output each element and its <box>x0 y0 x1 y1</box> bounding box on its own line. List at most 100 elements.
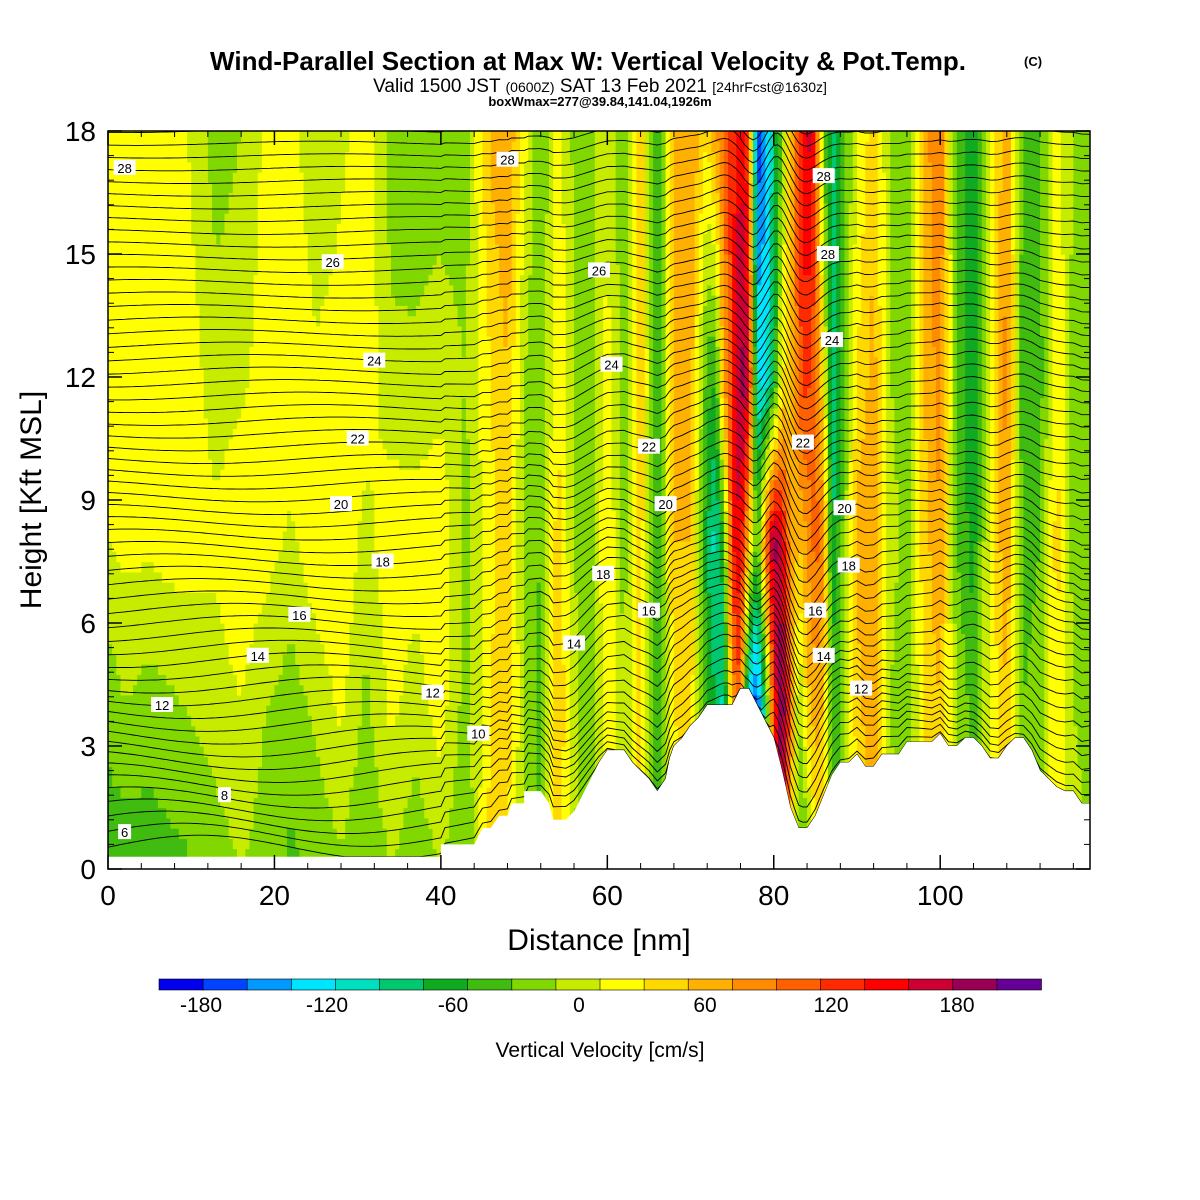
w-cell <box>316 848 321 860</box>
w-cell <box>162 653 167 665</box>
w-cell <box>124 182 130 194</box>
w-cell <box>236 551 242 563</box>
w-cell <box>361 325 367 337</box>
w-cell <box>162 735 167 747</box>
w-cell <box>332 366 338 378</box>
w-cell <box>299 643 305 655</box>
w-cell <box>166 602 172 614</box>
w-cell <box>266 192 271 204</box>
w-cell <box>187 305 192 317</box>
w-cell <box>274 264 280 276</box>
w-cell <box>149 284 155 296</box>
w-cell <box>324 725 330 737</box>
w-cell <box>278 530 284 542</box>
w-cell <box>224 848 230 860</box>
w-cell <box>341 161 346 173</box>
w-cell <box>203 623 209 634</box>
w-cell <box>311 694 317 706</box>
w-cell <box>257 407 263 419</box>
w-cell <box>203 807 209 819</box>
w-cell <box>261 684 267 696</box>
w-cell <box>361 787 367 798</box>
w-cell <box>203 479 209 491</box>
w-cell <box>341 653 346 665</box>
w-cell <box>153 633 159 645</box>
w-cell <box>361 582 367 593</box>
w-cell <box>162 715 167 727</box>
w-cell <box>274 674 280 686</box>
w-cell <box>328 633 334 645</box>
w-cell <box>295 459 301 470</box>
w-cell <box>390 325 396 337</box>
w-cell <box>349 520 355 532</box>
w-cell <box>170 571 176 583</box>
w-cell <box>249 541 255 552</box>
w-cell <box>249 161 255 173</box>
w-cell <box>174 500 180 511</box>
w-cell <box>282 694 288 706</box>
w-cell <box>162 489 167 501</box>
w-cell <box>282 192 288 204</box>
w-cell <box>253 674 259 686</box>
w-cell <box>324 141 330 153</box>
w-cell <box>241 479 247 491</box>
w-cell <box>141 848 147 860</box>
w-cell <box>162 828 167 839</box>
w-cell <box>232 623 238 634</box>
w-cell <box>112 141 118 153</box>
w-cell <box>212 541 217 552</box>
w-cell <box>212 161 217 173</box>
w-cell <box>382 592 388 604</box>
w-cell <box>303 797 309 809</box>
w-cell <box>149 500 155 511</box>
w-cell <box>320 192 326 204</box>
w-cell <box>307 828 313 839</box>
w-cell <box>132 438 138 450</box>
w-cell <box>220 377 226 388</box>
w-cell <box>261 161 267 173</box>
w-cell <box>361 254 367 265</box>
w-cell <box>324 213 330 224</box>
w-cell <box>278 684 284 696</box>
w-cell <box>336 807 342 819</box>
w-cell <box>212 623 217 634</box>
w-cell <box>390 387 396 399</box>
w-cell <box>274 582 280 593</box>
w-cell <box>199 643 205 655</box>
w-cell <box>137 356 142 368</box>
w-cell <box>203 592 209 604</box>
w-cell <box>274 766 280 778</box>
w-cell <box>307 182 313 194</box>
w-cell <box>357 223 363 235</box>
w-cell <box>316 500 321 511</box>
w-cell <box>203 161 209 173</box>
w-cell <box>328 161 334 173</box>
w-cell <box>316 161 321 173</box>
w-cell <box>149 336 155 347</box>
w-cell <box>257 500 263 511</box>
w-cell <box>166 315 172 327</box>
w-cell <box>390 182 396 194</box>
w-cell <box>132 735 138 747</box>
w-cell <box>162 817 167 829</box>
w-cell <box>207 233 213 245</box>
w-cell <box>324 510 330 522</box>
w-cell <box>112 592 118 604</box>
w-cell <box>207 807 213 819</box>
w-cell <box>116 254 122 265</box>
w-cell <box>357 336 363 347</box>
w-cell <box>191 479 197 491</box>
w-cell <box>374 213 380 224</box>
w-cell <box>132 274 138 286</box>
w-cell <box>328 151 334 163</box>
w-cell <box>328 274 334 286</box>
w-cell <box>157 295 163 306</box>
w-cell <box>153 766 159 778</box>
w-cell <box>270 397 276 409</box>
w-cell <box>216 643 222 655</box>
w-cell <box>341 407 346 419</box>
w-cell <box>303 469 309 481</box>
w-cell <box>282 428 288 440</box>
w-cell <box>395 756 400 768</box>
w-cell <box>191 561 197 573</box>
